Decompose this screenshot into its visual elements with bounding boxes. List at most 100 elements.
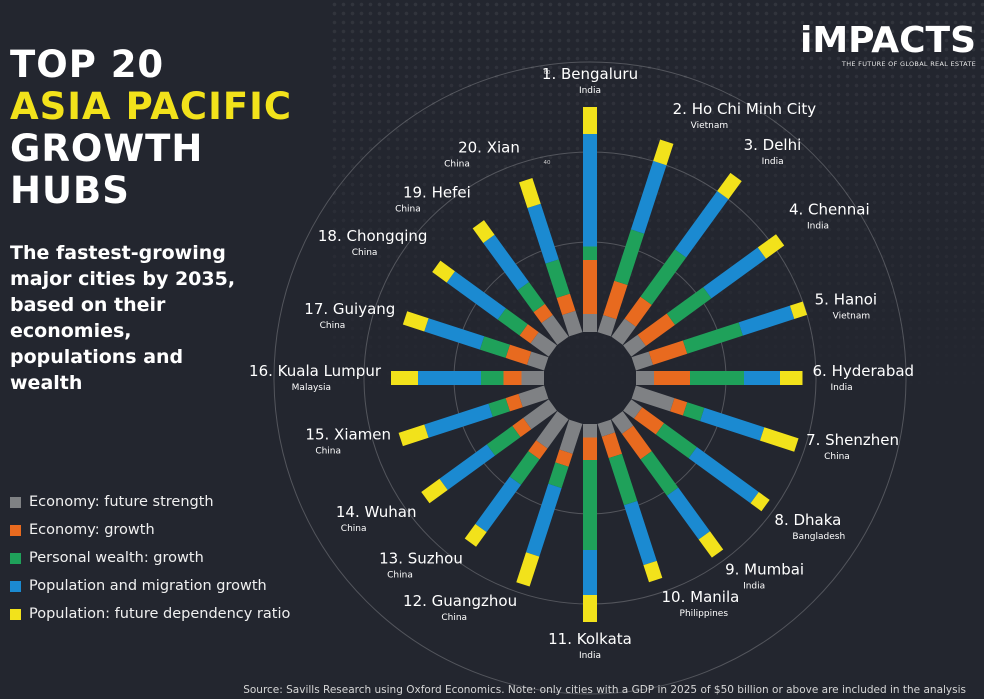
bar-segment (648, 340, 688, 365)
bar-segment (559, 419, 583, 454)
bar-segment (682, 402, 705, 422)
bar-segment (640, 249, 687, 305)
title-line: HUBS (10, 169, 130, 212)
bar-segment (509, 451, 540, 485)
legend-item: Population and migration growth (10, 572, 290, 600)
bar-segment (555, 449, 573, 467)
bar-segment (505, 344, 532, 365)
bar-segment (486, 425, 521, 456)
country-label: India (762, 157, 784, 167)
bar-segment (611, 411, 634, 434)
bar-segment (738, 305, 795, 336)
bar-segment (688, 446, 759, 504)
brand-name: iMPACTS (799, 20, 976, 61)
bar-segment (759, 427, 799, 452)
bar-segment (637, 313, 676, 347)
country-label: China (315, 446, 341, 456)
legend-swatch (10, 552, 21, 564)
city-bar (631, 385, 799, 452)
bar-segment (634, 407, 665, 435)
city-bar (583, 107, 597, 332)
bar-segment (391, 371, 418, 385)
country-label: India (743, 581, 765, 591)
bar-segment (583, 260, 597, 314)
legend-swatch (10, 496, 21, 508)
bar-segment (533, 303, 553, 324)
bar-segment (421, 478, 448, 504)
city-bar (432, 260, 557, 357)
city-label: 7. Shenzhen (806, 431, 899, 449)
bar-segment (611, 318, 636, 345)
title-line: GROWTH (10, 127, 204, 170)
bar-segment (717, 172, 742, 200)
bar-segment (545, 259, 570, 298)
bar-segment (528, 440, 548, 460)
bar-segment (556, 293, 576, 316)
city-bar (623, 234, 785, 357)
bar-segment (614, 229, 645, 286)
bar-segment (608, 453, 638, 506)
grid-ring (273, 61, 907, 695)
legend-item: Economy: future strength (10, 488, 290, 516)
bar-segment (666, 287, 712, 325)
city-label: 8. Dhaka (774, 511, 841, 529)
bar-segment (517, 282, 545, 313)
bar-segment (512, 417, 532, 438)
bar-segment (603, 280, 628, 320)
bar-segment (670, 398, 688, 416)
bar-segment (744, 371, 780, 385)
city-bar (402, 311, 549, 371)
bar-segment (418, 371, 481, 385)
bar-segment (488, 398, 510, 417)
tick-label: 60 (544, 70, 551, 76)
legend-item: Personal wealth: growth (10, 544, 290, 572)
bar-segment (464, 523, 487, 547)
city-bar (597, 419, 663, 583)
bar-segment (674, 191, 729, 258)
city-label: 16. Kuala Lumpur (249, 362, 382, 380)
city-label: 15. Xiamen (305, 425, 391, 443)
bar-segment (666, 487, 710, 540)
country-label: India (831, 383, 853, 393)
legend-item: Economy: growth (10, 516, 290, 544)
bar-segment (519, 178, 541, 209)
bar-segment (541, 314, 569, 345)
bar-segment (439, 444, 496, 491)
brand-tagline: THE FUTURE OF GLOBAL REAL ESTATE (841, 60, 976, 68)
city-label: 11. Kolkata (548, 630, 632, 648)
bar-segment (682, 322, 743, 354)
country-label: India (579, 86, 601, 96)
country-label: Bangladesh (792, 532, 845, 542)
bar-segment (475, 476, 522, 533)
country-label: Malaysia (292, 383, 331, 393)
brand-logo: iMPACTS THE FUTURE OF GLOBAL REAL ESTATE (799, 20, 976, 69)
bar-segment (497, 308, 528, 336)
city-bar (516, 419, 583, 587)
bar-segment (523, 399, 557, 430)
page-title: TOP 20 ASIA PACIFIC GROWTH HUBS (10, 44, 292, 212)
city-label: 12. Guangzhou (403, 592, 517, 610)
legend-label: Personal wealth: growth (29, 550, 204, 566)
bar-segment (631, 385, 675, 412)
bar-segment (601, 432, 622, 459)
country-label: China (341, 524, 367, 534)
bar-segment (643, 560, 663, 583)
city-bar (636, 371, 803, 385)
bar-segment (757, 234, 785, 259)
bar-segment (472, 220, 495, 243)
source-note: Source: Savills Research using Oxford Ec… (243, 684, 966, 696)
city-bar (583, 424, 597, 622)
bar-segment (432, 260, 455, 283)
city-label: 14. Wuhan (336, 503, 417, 521)
bar-segment (636, 371, 654, 385)
bar-segment (536, 411, 569, 449)
bar-segment (530, 332, 557, 357)
bar-segment (583, 246, 597, 260)
country-label: Philippines (680, 609, 729, 619)
bar-segment (621, 425, 652, 460)
title-line-highlight: ASIA PACIFIC (10, 85, 293, 128)
page-subtitle: The fastest-growing major cities by 2035… (10, 242, 236, 394)
bar-segment (583, 460, 597, 550)
bar-segment (583, 424, 597, 438)
